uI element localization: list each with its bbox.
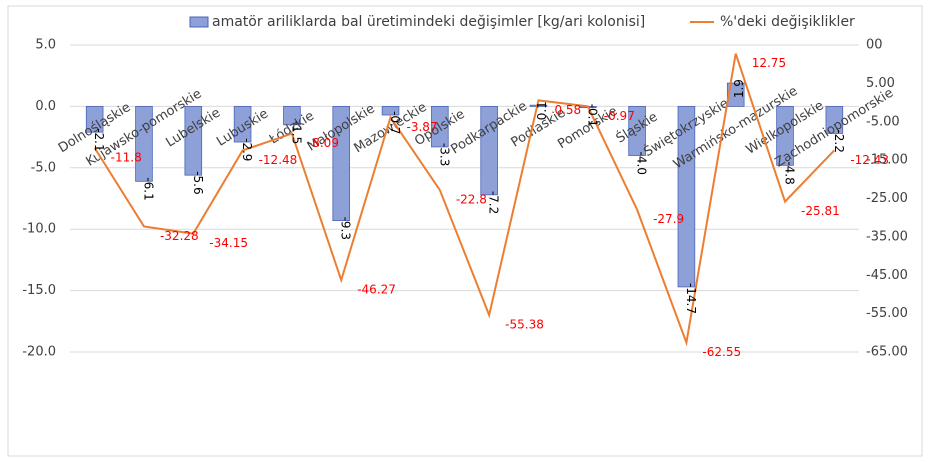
line-value-label: -22.8 xyxy=(456,193,487,207)
bar xyxy=(825,106,844,134)
y2-tick-label: -55.00 xyxy=(866,306,908,321)
bar-value-label: -4.8 xyxy=(783,161,797,184)
bar xyxy=(726,82,745,107)
bar-value-label: -3.3 xyxy=(437,143,451,166)
line-value-label: -12.43 xyxy=(850,153,889,167)
y2-tick-label: 00 xyxy=(866,38,883,53)
line-value-label: -12.48 xyxy=(259,153,298,167)
bar-value-label: -0.1 xyxy=(585,104,599,127)
bar-value-label: -9.3 xyxy=(339,217,353,240)
y2-tick-label: -25.00 xyxy=(866,191,908,206)
bar-value-label: 1.9 xyxy=(732,79,746,98)
bar xyxy=(431,106,449,148)
line-value-label: -62.55 xyxy=(702,345,741,359)
bar xyxy=(332,106,351,222)
line-value-label: 0.58 xyxy=(554,103,581,117)
line-value-label: -32.28 xyxy=(160,229,199,243)
bar xyxy=(480,106,498,196)
bar-value-label: -2.9 xyxy=(240,138,254,161)
bar-value-label: -2.1 xyxy=(92,128,106,151)
bar-value-label: -2.2 xyxy=(832,129,846,152)
line-value-label: -55.38 xyxy=(505,318,544,332)
chart-border xyxy=(7,5,923,457)
bar-value-label: -1.5 xyxy=(289,121,303,144)
line-value-label: -25.81 xyxy=(801,204,840,218)
bar xyxy=(677,106,696,288)
bar xyxy=(233,106,252,143)
y-tick-label: -10.0 xyxy=(22,222,56,237)
bar xyxy=(529,104,548,107)
y2-tick-label: 5.00 xyxy=(866,76,895,91)
line-value-label: -0.97 xyxy=(604,109,635,123)
y-tick-label: -5.0 xyxy=(31,160,56,175)
bar-value-label: -0.7 xyxy=(388,111,402,134)
y-tick-label: 0.0 xyxy=(35,99,56,114)
line-value-label: -8.09 xyxy=(308,136,339,150)
y-tick-label: -20.0 xyxy=(22,345,56,360)
legend-label: amatör ariliklarda bal üretimindeki deği… xyxy=(212,14,645,30)
bar xyxy=(85,106,104,133)
bar xyxy=(184,106,203,176)
line-value-label: -27.9 xyxy=(653,212,684,226)
y2-tick-label: -15.00 xyxy=(866,153,908,168)
line-value-label: 12.75 xyxy=(752,56,786,70)
legend-label: %'deki değişiklikler xyxy=(720,14,855,30)
y2-tick-label: -35.00 xyxy=(866,229,908,244)
bar-value-label: -4.0 xyxy=(635,152,649,175)
bar xyxy=(628,106,646,156)
y-tick-label: 5.0 xyxy=(35,38,56,53)
bar-value-label: -5.6 xyxy=(191,171,205,194)
y2-tick-label: -5.00 xyxy=(866,114,900,129)
bar xyxy=(283,106,301,126)
y-tick-label: -15.0 xyxy=(22,283,56,298)
y2-tick-label: -45.00 xyxy=(866,268,908,283)
y2-tick-label: -65.00 xyxy=(866,345,908,360)
bar-value-label: 0.1 xyxy=(535,101,549,120)
line-value-label: -46.27 xyxy=(357,283,396,297)
legend-swatch xyxy=(189,16,209,28)
bar-value-label: -14.7 xyxy=(684,283,698,314)
bar xyxy=(135,106,153,182)
bar xyxy=(776,106,794,166)
line-value-label: -3.87 xyxy=(407,120,438,134)
line-value-label: -34.15 xyxy=(209,236,248,250)
bar-value-label: -7.2 xyxy=(487,191,501,214)
bar xyxy=(381,106,400,116)
line xyxy=(93,53,836,347)
bar-value-label: -6.1 xyxy=(141,177,155,200)
line-value-label: -11.8 xyxy=(111,150,142,164)
